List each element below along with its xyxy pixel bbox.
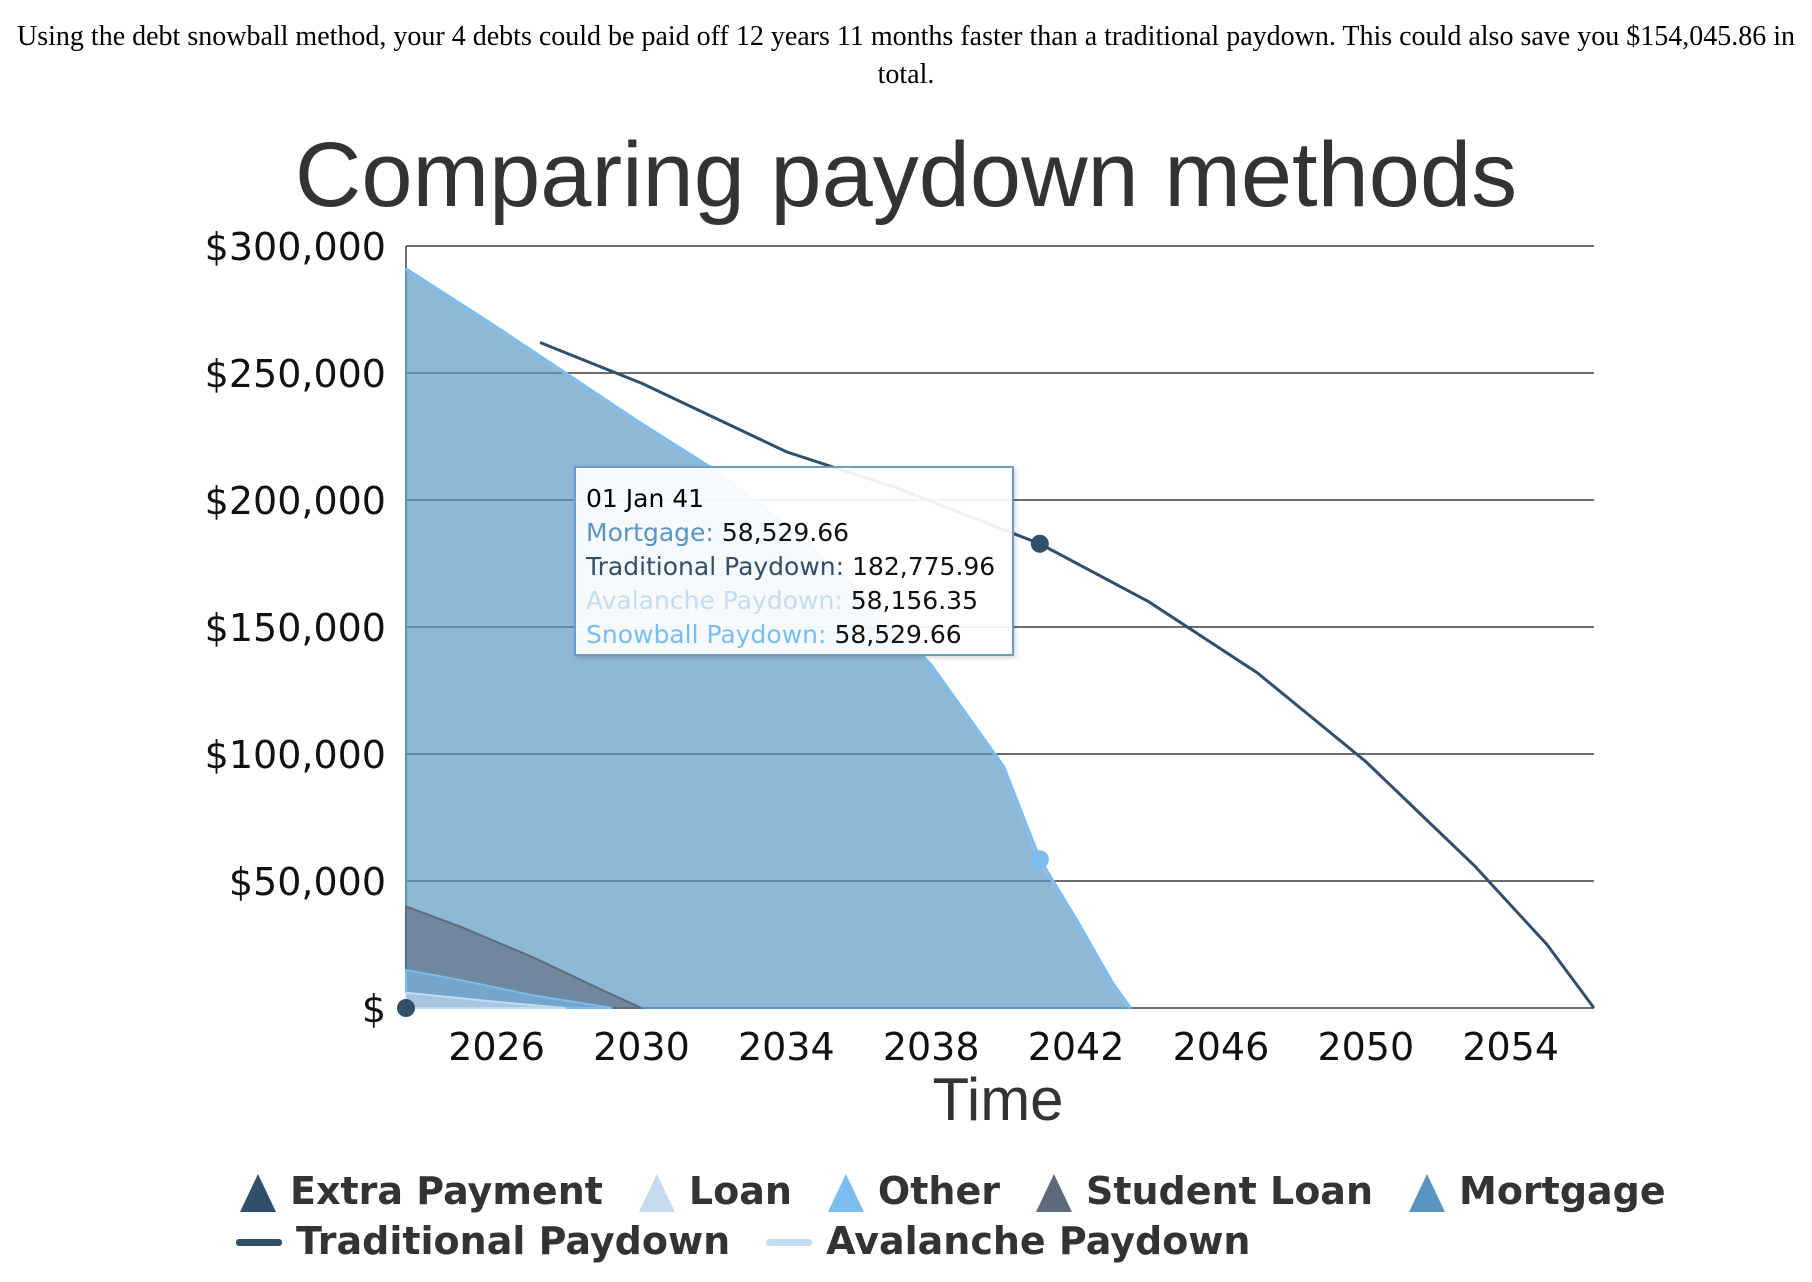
tooltip-label: Traditional Paydown: bbox=[586, 552, 845, 581]
legend-symbol bbox=[766, 1239, 813, 1246]
x-axis-ticks: 2026 2030 2034 2038 2042 2046 2050 2054 bbox=[448, 1025, 1559, 1069]
y-tick-label: $300,000 bbox=[205, 225, 386, 269]
hover-point bbox=[397, 999, 415, 1017]
legend-symbol bbox=[1409, 1174, 1445, 1212]
x-tick-label: 2042 bbox=[1028, 1025, 1125, 1069]
tooltip-label: Mortgage: bbox=[586, 518, 714, 547]
hover-points bbox=[397, 534, 1049, 1017]
tooltip-row: Mortgage: 58,529.66 bbox=[586, 516, 1002, 550]
legend-item[interactable]: Loan bbox=[689, 1169, 792, 1213]
tooltip-label: Snowball Paydown: bbox=[586, 620, 827, 649]
y-axis-ticks: $ $50,000 $100,000 $150,000 $200,000 $250,000… bbox=[205, 225, 386, 1031]
tooltip-row: Avalanche Paydown: 58,156.35 bbox=[586, 584, 1002, 618]
x-tick-label: 2034 bbox=[738, 1025, 835, 1069]
legend-symbol bbox=[638, 1174, 675, 1212]
tooltip-value: 182,775.96 bbox=[852, 552, 996, 581]
y-tick-label: $150,000 bbox=[205, 606, 386, 650]
line-traditional-paydown bbox=[539, 341, 1596, 1009]
chart-tooltip: 01 Jan 41 Mortgage: 58,529.66 Traditional … bbox=[574, 466, 1014, 656]
area-loan bbox=[405, 991, 566, 1009]
tooltip-label: Avalanche Paydown: bbox=[586, 586, 843, 615]
legend: Extra Payment Loan Other Student Loan Mortga… bbox=[236, 1169, 1666, 1263]
legend-item[interactable]: Traditional Paydown bbox=[296, 1219, 730, 1263]
tooltip-value: 58,156.35 bbox=[850, 586, 978, 615]
y-tick-label: $100,000 bbox=[205, 733, 386, 777]
x-tick-label: 2046 bbox=[1173, 1025, 1270, 1069]
x-tick-label: 2054 bbox=[1462, 1025, 1559, 1069]
y-tick-label: $250,000 bbox=[205, 352, 386, 396]
y-tick-label: $ bbox=[362, 987, 386, 1031]
legend-item[interactable]: Mortgage bbox=[1459, 1169, 1666, 1213]
x-axis-title: Time bbox=[932, 1066, 1063, 1133]
hover-point bbox=[1030, 850, 1049, 869]
y-tick-label: $200,000 bbox=[205, 479, 386, 523]
x-tick-label: 2038 bbox=[883, 1025, 980, 1069]
hover-point bbox=[1030, 534, 1049, 553]
x-tick-label: 2026 bbox=[448, 1025, 545, 1069]
legend-symbol bbox=[1035, 1174, 1072, 1212]
chart-title: Comparing paydown methods bbox=[295, 124, 1517, 226]
legend-item[interactable]: Avalanche Paydown bbox=[826, 1219, 1250, 1263]
legend-symbol bbox=[827, 1174, 864, 1212]
tooltip-date: 01 Jan 41 bbox=[586, 484, 705, 513]
legend-symbol bbox=[240, 1174, 276, 1212]
x-tick-label: 2050 bbox=[1317, 1025, 1414, 1069]
legend-item[interactable]: Extra Payment bbox=[290, 1169, 603, 1213]
tooltip-value: 58,529.66 bbox=[834, 620, 962, 649]
summary-text: Using the debt snowball method, your 4 d… bbox=[17, 21, 1795, 90]
legend-item[interactable]: Other bbox=[878, 1169, 1000, 1213]
tooltip-value: 58,529.66 bbox=[721, 518, 850, 547]
legend-symbol bbox=[236, 1239, 282, 1246]
x-tick-label: 2030 bbox=[593, 1025, 690, 1069]
tooltip-row: Snowball Paydown: 58,529.66 bbox=[586, 618, 1002, 652]
tooltip-row: Traditional Paydown: 182,775.96 bbox=[586, 550, 1002, 584]
legend-item[interactable]: Student Loan bbox=[1086, 1169, 1373, 1213]
y-tick-label: $50,000 bbox=[229, 860, 386, 904]
